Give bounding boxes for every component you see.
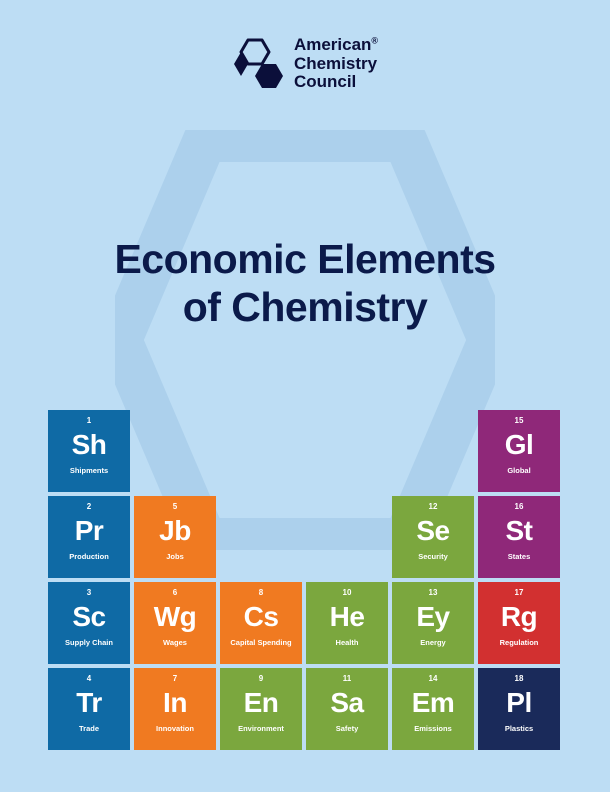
element-number: 3 [87,588,91,597]
element-number: 5 [173,502,177,511]
element-cell: 12 Se Security [392,496,474,578]
element-symbol: Sh [72,429,107,461]
page-title: Economic Elements of Chemistry [0,235,610,332]
element-number: 12 [429,502,438,511]
logo-text: American® Chemistry Council [294,36,378,92]
element-symbol: In [163,687,187,719]
element-cell: 11 Sa Safety [306,668,388,750]
element-number: 15 [515,416,524,425]
element-label: Jobs [164,553,186,561]
element-label: States [506,553,533,561]
element-cell: 16 St States [478,496,560,578]
element-label: Capital Spending [228,639,293,647]
element-label: Global [505,467,532,475]
element-number: 8 [259,588,263,597]
element-symbol: Gl [505,429,534,461]
element-label: Energy [418,639,447,647]
element-number: 17 [515,588,524,597]
element-symbol: En [244,687,279,719]
element-symbol: Rg [501,601,537,633]
logo-line1: American [294,35,371,54]
element-label: Emissions [412,725,454,733]
element-cell: 5 Jb Jobs [134,496,216,578]
element-number: 18 [515,674,524,683]
logo-line3: Council [294,73,378,92]
element-cell: 13 Ey Energy [392,582,474,664]
element-number: 1 [87,416,91,425]
element-number: 2 [87,502,91,511]
element-number: 4 [87,674,91,683]
element-symbol: Ey [416,601,449,633]
logo-line2: Chemistry [294,55,378,74]
element-label: Wages [161,639,189,647]
element-grid: 1 Sh Shipments 15 Gl Global 2 Pr Production 5 Jb Jo… [48,410,560,750]
element-symbol: Se [416,515,449,547]
element-number: 10 [343,588,352,597]
element-number: 7 [173,674,177,683]
element-symbol: Pl [506,687,531,719]
element-cell: 9 En Environment [220,668,302,750]
element-cell: 7 In Innovation [134,668,216,750]
element-cell: 17 Rg Regulation [478,582,560,664]
element-label: Regulation [498,639,541,647]
element-symbol: Tr [76,687,101,719]
element-symbol: Sc [72,601,105,633]
element-cell: 8 Cs Capital Spending [220,582,302,664]
element-number: 6 [173,588,177,597]
element-cell: 4 Tr Trade [48,668,130,750]
element-label: Security [416,553,450,561]
element-symbol: Pr [75,515,104,547]
element-label: Shipments [68,467,110,475]
element-cell: 10 He Health [306,582,388,664]
element-symbol: He [330,601,365,633]
element-number: 13 [429,588,438,597]
title-line2: of Chemistry [0,283,610,331]
element-cell: 15 Gl Global [478,410,560,492]
element-symbol: Em [412,687,455,719]
element-label: Health [334,639,361,647]
element-cell: 14 Em Emissions [392,668,474,750]
element-symbol: Cs [244,601,279,633]
element-number: 9 [259,674,263,683]
element-label: Innovation [154,725,196,733]
element-cell: 2 Pr Production [48,496,130,578]
element-symbol: Jb [159,515,191,547]
element-cell: 3 Sc Supply Chain [48,582,130,664]
element-label: Environment [236,725,286,733]
logo: American® Chemistry Council [0,34,610,94]
element-number: 14 [429,674,438,683]
element-label: Supply Chain [63,639,115,647]
element-cell: 18 Pl Plastics [478,668,560,750]
element-symbol: Sa [330,687,363,719]
logo-hexagon-icon [232,34,288,94]
logo-registered: ® [371,35,378,45]
element-symbol: Wg [154,601,197,633]
element-cell: 6 Wg Wages [134,582,216,664]
element-label: Trade [77,725,101,733]
element-label: Production [67,553,111,561]
element-label: Safety [334,725,361,733]
element-cell: 1 Sh Shipments [48,410,130,492]
element-symbol: St [506,515,533,547]
element-number: 16 [515,502,524,511]
title-line1: Economic Elements [0,235,610,283]
element-number: 11 [343,674,351,683]
element-label: Plastics [503,725,535,733]
